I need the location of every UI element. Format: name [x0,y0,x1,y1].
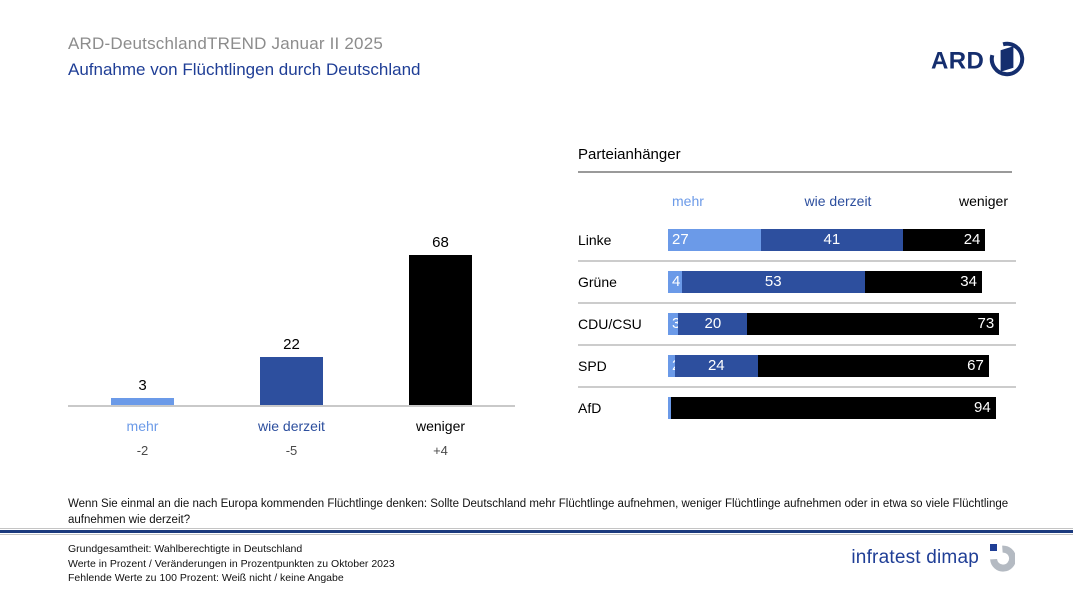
column-header-mehr: mehr [672,193,704,209]
stacked-bar: 2 24 67 [668,355,1016,377]
change-label: -5 [285,443,298,458]
overall-category-labels: mehr wie derzeit weniger [68,418,515,434]
footnote-line: Fehlende Werte zu 100 Prozent: Weiß nich… [68,572,344,585]
party-panel: Parteianhänger mehr wie derzeit weniger … [578,140,1016,428]
party-row: AfD 194 [578,388,1016,428]
footnote-line: Grundgesamtheit: Wahlberechtigte in Deut… [68,543,303,555]
stacked-bar-segment: 67 [757,355,989,377]
stacked-bar-segment: 34 [864,271,982,293]
survey-question: Wenn Sie einmal an die nach Europa komme… [68,498,1009,527]
party-column-headers: mehr wie derzeit weniger [578,173,1016,220]
svg-text:ARD: ARD [931,48,984,75]
stacked-bar-segment: 94 [671,397,996,419]
party-row: SPD 2 24 67 [578,346,1016,388]
stacked-bar-segment: 24 [674,355,758,377]
stacked-bar-segment: 4 [668,271,682,293]
segment-value-label: 73 [977,315,995,332]
agency-name: infratest dimap [851,546,979,568]
segment-value-label: 24 [963,231,981,248]
segment-value-label: 34 [960,273,977,290]
party-label: Linke [578,232,612,248]
party-panel-title: Parteianhänger [578,140,1012,173]
overall-chart-columns: 3 22 68 [68,226,515,405]
bar [409,255,472,405]
segment-value-label: 67 [967,357,984,374]
party-label: SPD [578,358,607,374]
segment-value-label: 24 [707,357,725,374]
overall-bar-column: 68 [366,234,515,405]
segment-value-label: 94 [974,399,991,416]
header: ARD-DeutschlandTREND Januar II 2025 Aufn… [68,34,421,80]
party-label: AfD [578,400,602,416]
page-title: ARD-DeutschlandTREND Januar II 2025 [68,34,384,53]
ard-logo: ARD [931,36,1027,87]
overall-change-labels: -2 -5 +4 [68,443,515,458]
bar [111,398,174,405]
category-label: wie derzeit [258,418,325,434]
segment-value-label: 53 [764,273,782,290]
party-row: Linke 27 41 24 [578,220,1016,262]
segment-value-label: 3 [672,315,681,332]
stacked-bar-segment: 53 [681,271,865,293]
overall-bar-column: 22 [217,336,366,405]
footnotes: Grundgesamtheit: Wahlberechtigte in Deut… [68,542,395,586]
stacked-bar-segment: 73 [747,313,1000,335]
footer-divider [0,528,1073,535]
agency-logo: infratest dimap [851,543,1015,572]
stacked-bar: 194 [668,397,1016,419]
bar-value-label: 22 [283,335,300,353]
stacked-bar-segment: 3 [668,313,681,335]
overall-bar-column: 3 [68,377,217,405]
bar-value-label: 68 [432,234,449,252]
party-row: CDU/CSU 3 20 73 [578,304,1016,346]
page-subtitle: Aufnahme von Flüchtlingen durch Deutschl… [68,60,421,79]
stacked-bar-segment: 2 [668,355,680,377]
stacked-bar: 27 41 24 [668,229,1016,251]
party-label: Grüne [578,274,617,290]
bar [260,356,323,405]
infratest-dimap-icon [990,544,1015,572]
change-label: -2 [136,443,149,458]
ard-das-erste-icon: ARD [931,41,1025,77]
stacked-bar: 3 20 73 [668,313,1016,335]
party-label: CDU/CSU [578,316,642,332]
segment-value-label: 41 [823,231,841,248]
footnote-line: Werte in Prozent / Veränderungen in Proz… [68,557,395,570]
column-header-wie-derzeit: wie derzeit [804,193,872,209]
stacked-bar-segment: 20 [678,313,748,335]
stacked-bar-segment: 24 [902,229,986,251]
stacked-bar-segment: 27 [668,229,762,251]
overall-chart: 3 22 68 mehr wie derzeit weniger -2 -5 +4 [68,226,515,458]
column-header-weniger: weniger [958,193,1008,209]
category-label: mehr [126,418,159,434]
x-axis-line [68,405,515,407]
change-label: +4 [433,443,448,458]
party-rows: Linke 27 41 24 Grüne 4 53 34 CDU/CSU 3 20 73 SPD 2 24 6… [578,220,1016,428]
stacked-bar-segment: 41 [761,229,903,251]
category-label: weniger [415,418,466,434]
stacked-bar: 4 53 34 [668,271,1016,293]
bar-value-label: 3 [138,377,147,395]
segment-value-label: 27 [672,231,689,248]
segment-value-label: 4 [672,273,681,290]
segment-value-label: 20 [704,315,722,332]
party-row: Grüne 4 53 34 [578,262,1016,304]
